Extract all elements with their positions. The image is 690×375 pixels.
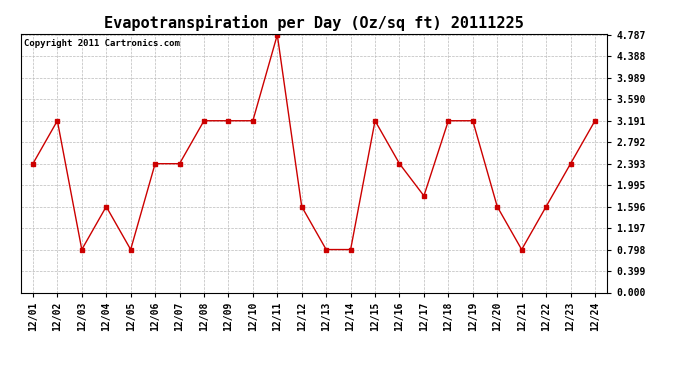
Text: Copyright 2011 Cartronics.com: Copyright 2011 Cartronics.com <box>23 39 179 48</box>
Title: Evapotranspiration per Day (Oz/sq ft) 20111225: Evapotranspiration per Day (Oz/sq ft) 20… <box>104 15 524 31</box>
